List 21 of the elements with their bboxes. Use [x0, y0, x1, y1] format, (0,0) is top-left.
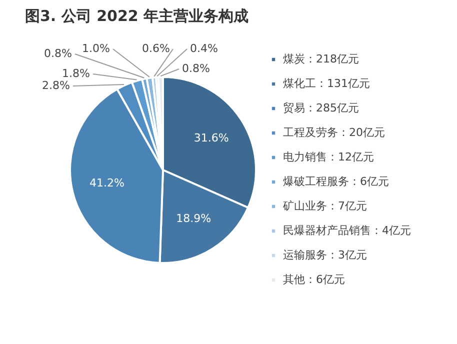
legend-label: 煤炭：218亿元 [283, 52, 359, 66]
data-label: 0.4% [190, 42, 218, 55]
legend-label: 爆破工程服务：6亿元 [283, 175, 389, 188]
data-label: 2.8% [42, 79, 70, 92]
data-label: 1.0% [82, 42, 110, 55]
data-label: 0.8% [44, 47, 72, 60]
legend-label: 其他：6亿元 [283, 273, 345, 286]
data-label: 0.8% [182, 62, 210, 75]
legend-label: 贸易：285亿元 [283, 102, 359, 114]
data-label: 1.8% [62, 67, 90, 80]
legend-label: 煤化工：131亿元 [283, 77, 370, 90]
data-label: 0.6% [142, 42, 170, 55]
data-label: 18.9% [176, 212, 212, 225]
legend-label: 民爆器材产品销售：4亿元 [283, 224, 411, 237]
chart-title: 图3. 公司 2022 年主营业务构成 [25, 7, 249, 25]
legend-label: 矿山业务：7亿元 [282, 200, 367, 212]
data-label: 31.6% [194, 132, 229, 145]
legend-label: 工程及劳务：20亿元 [283, 126, 385, 139]
data-label: 41.2% [90, 176, 124, 190]
legend-label: 电力销售：12亿元 [283, 150, 374, 164]
legend-label: 运输服务：3亿元 [283, 248, 367, 262]
